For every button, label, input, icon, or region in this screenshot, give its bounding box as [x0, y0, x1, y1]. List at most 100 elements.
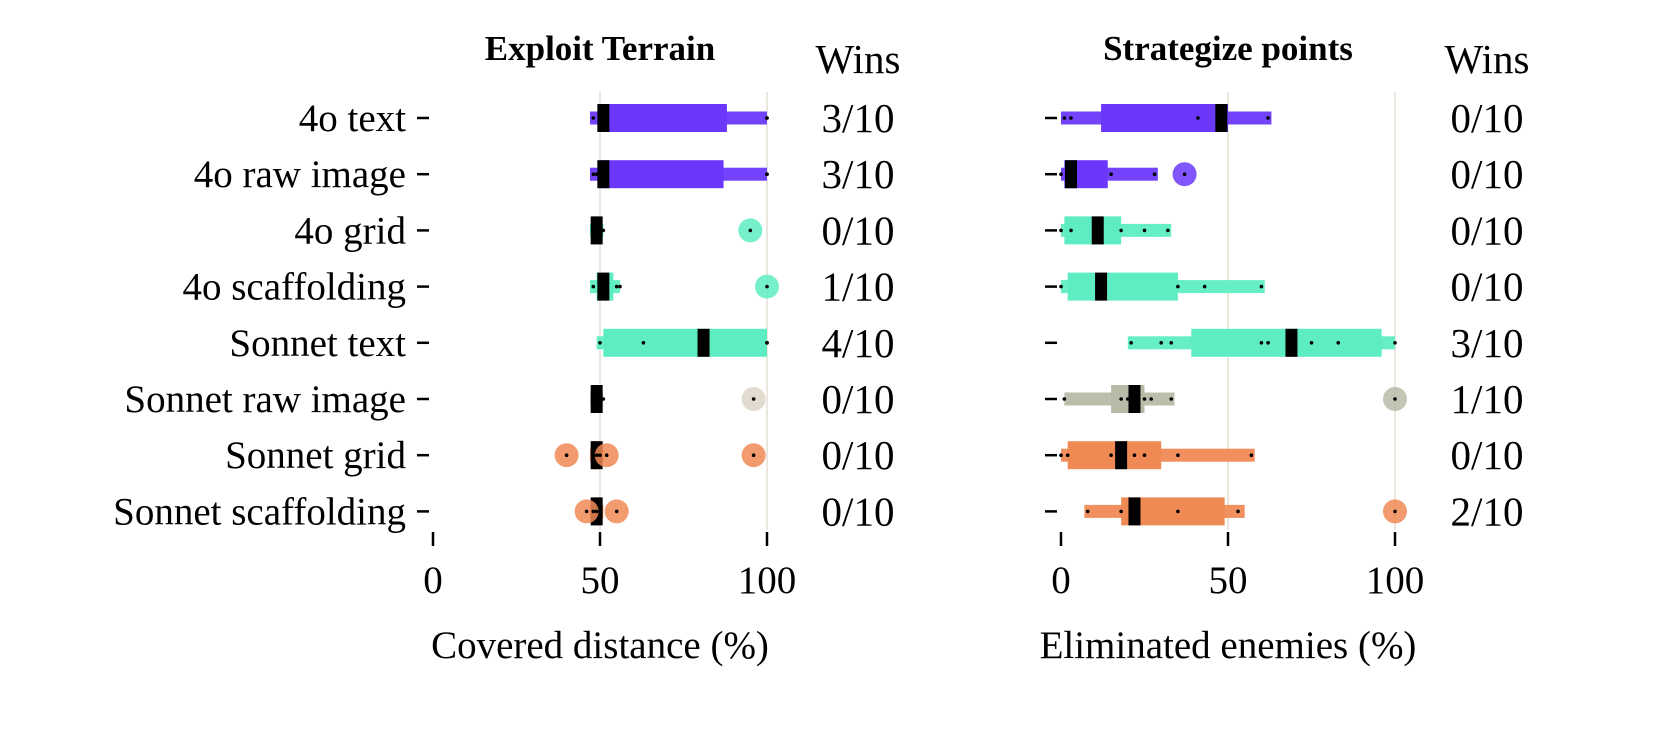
data-point	[1196, 116, 1200, 120]
wins-value: 3/10	[1451, 320, 1524, 366]
panel-exploit-terrain: Exploit Terrain Wins 0 50 100 Covered distanc…	[417, 29, 900, 667]
box-sonnet-scaffolding: 0/10	[574, 488, 894, 534]
data-point	[591, 284, 596, 289]
data-point	[598, 341, 602, 345]
data-point	[1309, 341, 1314, 345]
data-point	[1336, 341, 1341, 345]
data-point	[601, 397, 606, 401]
box-sonnet-raw-image: 1/10	[1062, 376, 1524, 422]
iqr-box	[1101, 104, 1228, 132]
outlier-point	[1393, 509, 1397, 514]
panel-title: Strategize points	[1103, 29, 1353, 68]
row-label-4o-grid: 4o grid	[294, 209, 406, 252]
median-marker	[697, 328, 710, 357]
data-point	[1393, 341, 1397, 345]
data-point	[591, 228, 596, 233]
wins-value: 1/10	[822, 264, 895, 310]
data-point	[594, 453, 599, 458]
iqr-box	[600, 104, 727, 132]
data-point	[1062, 116, 1067, 120]
data-point	[594, 509, 599, 514]
data-point	[598, 228, 602, 233]
x-axis-label: Covered distance (%)	[431, 624, 769, 667]
box-sonnet-grid: 0/10	[1059, 432, 1523, 478]
data-point	[765, 341, 769, 345]
data-point	[1202, 284, 1207, 289]
data-point	[591, 116, 596, 120]
data-point	[601, 228, 606, 233]
data-point	[604, 284, 609, 289]
data-point	[598, 116, 602, 120]
median-marker	[1091, 216, 1104, 245]
wins-value: 3/10	[822, 151, 895, 197]
data-point	[1176, 453, 1180, 458]
row-label-sonnet-scaffolding: Sonnet scaffolding	[113, 490, 406, 533]
wins-value: 0/10	[822, 376, 895, 422]
data-point	[1249, 453, 1254, 458]
box-4o-scaffolding: 0/10	[1059, 264, 1523, 310]
outlier-point	[765, 284, 769, 289]
data-point	[594, 172, 599, 176]
median-marker	[597, 272, 610, 301]
data-point	[598, 509, 602, 514]
row-labels: 4o text 4o raw image 4o grid 4o scaffolding…	[113, 97, 406, 533]
row-label-4o-raw-image: 4o raw image	[194, 153, 406, 196]
data-point	[1065, 453, 1070, 458]
box-sonnet-text: 4/10	[596, 320, 895, 366]
panel-strategize-points: Strategize points Wins 0 50 100 Eliminated en…	[1040, 29, 1530, 667]
wins-header: Wins	[1445, 36, 1530, 82]
data-point	[1119, 397, 1123, 401]
median-marker	[1115, 441, 1128, 470]
data-point	[598, 397, 602, 401]
box-4o-grid: 0/10	[1059, 207, 1523, 253]
data-point	[1132, 453, 1137, 458]
data-point	[1166, 228, 1170, 233]
panel-title: Exploit Terrain	[485, 29, 715, 68]
row-label-sonnet-grid: Sonnet grid	[225, 434, 406, 477]
median-marker	[597, 160, 610, 189]
median-marker	[597, 104, 610, 132]
data-point	[1142, 453, 1147, 458]
wins-value: 0/10	[1451, 207, 1524, 253]
data-point	[1059, 284, 1063, 289]
wins-value: 4/10	[822, 320, 895, 366]
median-marker	[1065, 160, 1078, 189]
data-point	[614, 284, 619, 289]
data-point	[1159, 341, 1163, 345]
row-label-4o-scaffolding: 4o scaffolding	[183, 266, 407, 309]
data-point	[1119, 228, 1123, 233]
median-marker	[1285, 328, 1298, 357]
wins-header: Wins	[816, 36, 901, 82]
outlier-point	[564, 453, 569, 458]
outlier-point	[751, 397, 756, 401]
iqr-box	[600, 160, 724, 189]
median-marker	[1215, 104, 1228, 132]
outlier-point	[604, 453, 609, 458]
x-axis-label: Eliminated enemies (%)	[1040, 624, 1417, 667]
data-point	[765, 116, 769, 120]
outlier-point	[1393, 397, 1397, 401]
wins-value: 0/10	[1451, 151, 1524, 197]
data-point	[594, 397, 599, 401]
data-point	[1149, 397, 1153, 401]
data-point	[598, 453, 602, 458]
outlier-point	[1182, 172, 1187, 176]
box-4o-text: 0/10	[1061, 95, 1523, 141]
iqr-box	[1067, 272, 1178, 301]
x-tick-label: 0	[1051, 559, 1071, 602]
data-point	[1236, 509, 1240, 514]
data-point	[1169, 397, 1174, 401]
row-label-4o-text: 4o text	[299, 97, 406, 140]
data-point	[591, 509, 596, 514]
box-sonnet-text: 3/10	[1127, 320, 1524, 366]
outlier-point	[748, 228, 753, 233]
box-4o-raw-image: 0/10	[1059, 151, 1523, 197]
data-point	[1129, 341, 1133, 345]
x-tick-label: 50	[581, 559, 620, 602]
data-point	[1266, 116, 1270, 120]
data-point	[1069, 228, 1073, 233]
outlier-point	[584, 509, 589, 514]
wins-value: 1/10	[1451, 376, 1524, 422]
data-point	[1176, 509, 1180, 514]
